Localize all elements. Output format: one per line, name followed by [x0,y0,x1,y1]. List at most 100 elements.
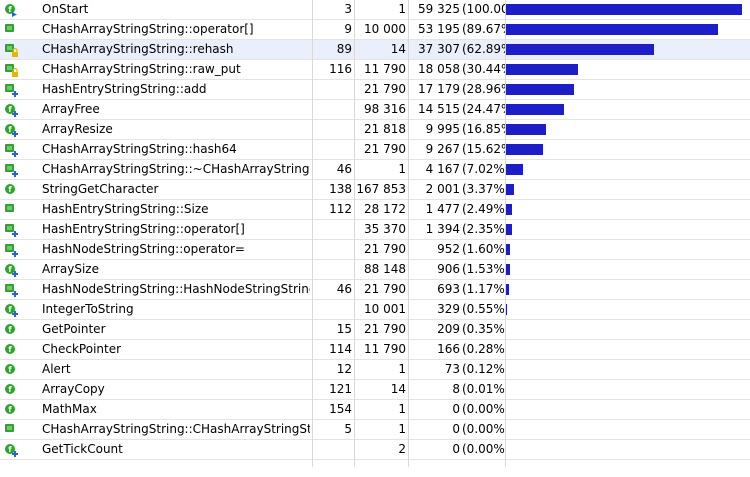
svg-text:f: f [8,365,12,374]
method-plus-icon [4,83,18,97]
table-row[interactable]: HashNodeStringString::HashNodeStringStri… [0,280,750,300]
table-row[interactable]: CHashArrayStringString::rehash 89 14 37 307… [0,40,750,60]
time-percent: (2.35%) [462,222,506,236]
call-count: 21 790 [364,242,406,256]
call-count: 2 [398,442,406,456]
svg-text:f: f [8,345,12,354]
percent-bar-cell [506,400,750,419]
table-row[interactable]: f Alert 12 1 73 (0.12%) [0,360,750,380]
function-plus-icon: f [4,263,18,277]
line-number: 112 [329,202,352,216]
table-row[interactable]: f ArrayCopy 121 14 8 (0.01%) [0,380,750,400]
percent-bar-cell [506,180,750,199]
row-icon-cell [0,280,28,299]
function-icon: f [4,403,18,417]
column-divider[interactable] [354,0,355,467]
table-row[interactable]: HashNodeStringString::operator= 21 790 952… [0,240,750,260]
table-row[interactable]: f ArrayFree 98 316 14 515(24.47%) [0,100,750,120]
table-row[interactable]: f ArraySize 88 148 906 (1.53%) [0,260,750,280]
percent-bar [506,84,574,95]
percent-bar-cell [506,80,750,99]
table-row[interactable]: CHashArrayStringString::CHashArrayString… [0,420,750,440]
function-icon: f [4,183,18,197]
line-number [314,140,352,159]
line-number: 89 [336,42,352,56]
line-number: 9 [344,22,352,36]
table-row[interactable]: f IntegerToString 10 001 329 (0.55%) [0,300,750,320]
table-row[interactable]: f ArrayResize 21 818 9 995(16.85%) [0,120,750,140]
table-row[interactable]: HashEntryStringString::Size 112 28 172 1 47… [0,200,750,220]
time-percent: (28.96%) [462,82,506,96]
row-icon-cell: f [0,380,28,399]
row-icon-cell [0,420,28,439]
line-number: 46 [336,162,352,176]
time-percent: (7.02%) [462,162,506,176]
time-percent: (0.01%) [462,382,506,396]
column-divider[interactable] [408,0,409,467]
row-icon-cell [0,200,28,219]
row-icon-cell [0,20,28,39]
column-divider[interactable] [505,0,506,467]
table-row[interactable]: CHashArrayStringString::hash64 21 790 9 26… [0,140,750,160]
function-name: GetTickCount [42,442,123,456]
line-number: 154 [329,402,352,416]
percent-bar-cell [506,380,750,399]
percent-bar-cell [506,40,750,59]
table-row[interactable]: HashEntryStringString::add 21 790 17 179 (2… [0,80,750,100]
function-name: StringGetCharacter [42,182,159,196]
time-percent: (15.62%) [462,142,506,156]
table-row[interactable]: f StringGetCharacter 138 167 853 2 001 (3.37%… [0,180,750,200]
percent-bar [506,204,512,215]
table-row[interactable]: f GetTickCount 2 0 (0.00%) [0,440,750,460]
time-value: 0 [452,422,460,436]
time-percent: (1.53%) [462,262,506,276]
table-row[interactable]: f GetPointer 15 21 790 209 (0.35%) [0,320,750,340]
time-value: 9 267 [425,142,460,156]
method-plus-icon [4,163,18,177]
call-count: 1 [398,362,406,376]
time-percent: (0.35%) [462,322,506,336]
percent-bar-cell [506,360,750,379]
time-percent: (0.28%) [462,342,506,356]
time-value: 166 [437,342,460,356]
function-name: Alert [42,362,71,376]
function-name: CheckPointer [42,342,122,356]
percent-bar [506,44,654,55]
call-count: 167 853 [356,182,406,196]
column-divider[interactable] [312,0,313,467]
call-count: 1 [398,162,406,176]
table-row[interactable]: CHashArrayStringString::operator[] 9 10 00… [0,20,750,40]
time-value: 8 [452,382,460,396]
percent-bar [506,64,578,75]
call-count: 1 [398,402,406,416]
svg-text:f: f [8,405,12,414]
line-number [314,80,352,99]
time-value: 37 307 [418,42,460,56]
svg-text:f: f [8,385,12,394]
percent-bar [506,184,514,195]
row-icon-cell: f [0,260,28,279]
table-row[interactable]: HashEntryStringString::operator[] 35 370 1… [0,220,750,240]
function-name: MathMax [42,402,97,416]
row-icon-cell [0,80,28,99]
time-value: 53 195 [418,22,460,36]
row-icon-cell: f [0,320,28,339]
time-percent: (0.00%) [462,402,506,416]
percent-bar [506,4,742,15]
svg-text:f: f [8,265,12,274]
method-lock-icon [4,63,18,77]
table-row[interactable]: f OnStart 3 1 59 325(100.00%) [0,0,750,20]
table-row[interactable]: f CheckPointer 114 11 790 166 (0.28%) [0,340,750,360]
table-row[interactable]: f MathMax 154 1 0 (0.00%) [0,400,750,420]
table-row[interactable]: CHashArrayStringString::~CHashArrayStrin… [0,160,750,180]
function-name: IntegerToString [42,302,134,316]
percent-bar [506,164,523,175]
percent-bar [506,144,543,155]
percent-bar-cell [506,160,750,179]
function-name: ArrayCopy [42,382,105,396]
percent-bar [506,224,512,235]
function-name: CHashArrayStringString::~CHashArrayStrin… [42,162,310,176]
function-icon: f [4,343,18,357]
percent-bar-cell [506,280,750,299]
table-row[interactable]: CHashArrayStringString::raw_put 116 11 790… [0,60,750,80]
